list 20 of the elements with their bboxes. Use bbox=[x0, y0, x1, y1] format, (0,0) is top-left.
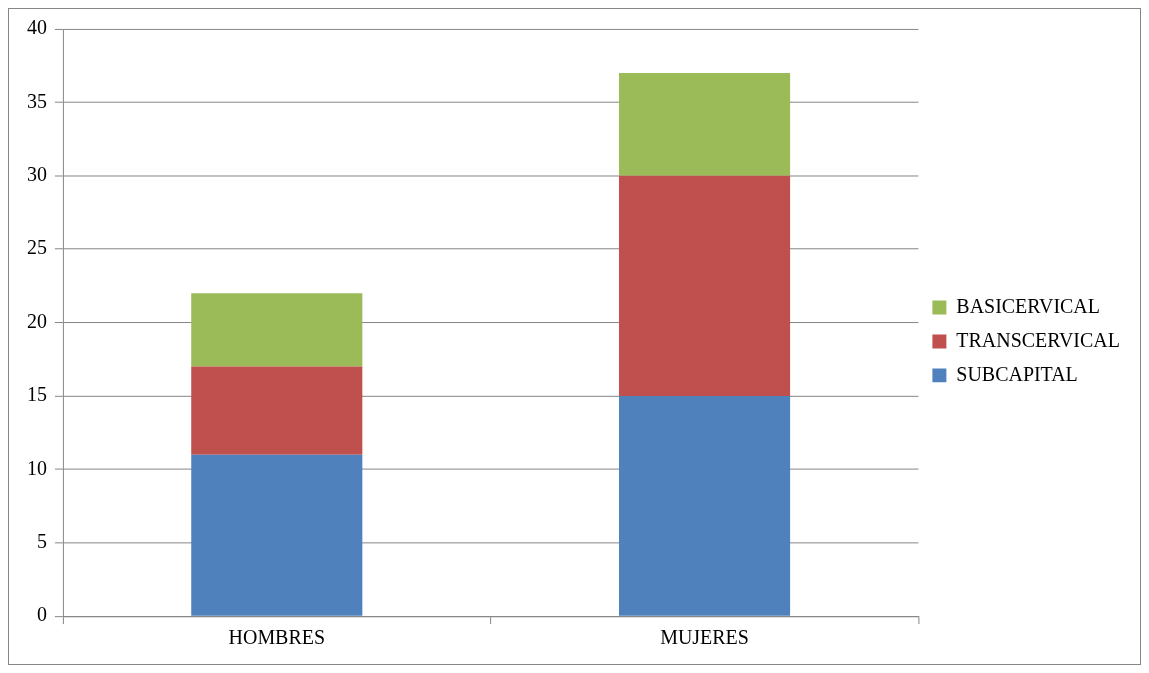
y-tick-label: 10 bbox=[26, 456, 47, 479]
y-tick-label: 40 bbox=[26, 16, 47, 39]
bar bbox=[191, 454, 363, 616]
y-tick-label: 5 bbox=[36, 529, 47, 552]
y-tick-label: 0 bbox=[36, 603, 47, 626]
x-tick-label: HOMBRES bbox=[228, 626, 326, 649]
x-tick-label: MUJERES bbox=[660, 626, 749, 649]
legend-label: TRANSCERVICAL bbox=[956, 328, 1120, 351]
bar bbox=[618, 175, 791, 396]
y-tick-label: 30 bbox=[26, 162, 47, 185]
y-tick-label: 25 bbox=[26, 236, 47, 259]
legend-label: BASICERVICAL bbox=[956, 294, 1100, 317]
y-tick-label: 15 bbox=[26, 383, 47, 406]
y-tick-label: 20 bbox=[26, 309, 47, 332]
bar bbox=[618, 72, 791, 176]
bar bbox=[618, 395, 791, 616]
bar bbox=[191, 366, 363, 455]
bar bbox=[191, 293, 363, 367]
legend-label: SUBCAPITAL bbox=[956, 362, 1078, 385]
y-tick-label: 35 bbox=[26, 89, 47, 112]
